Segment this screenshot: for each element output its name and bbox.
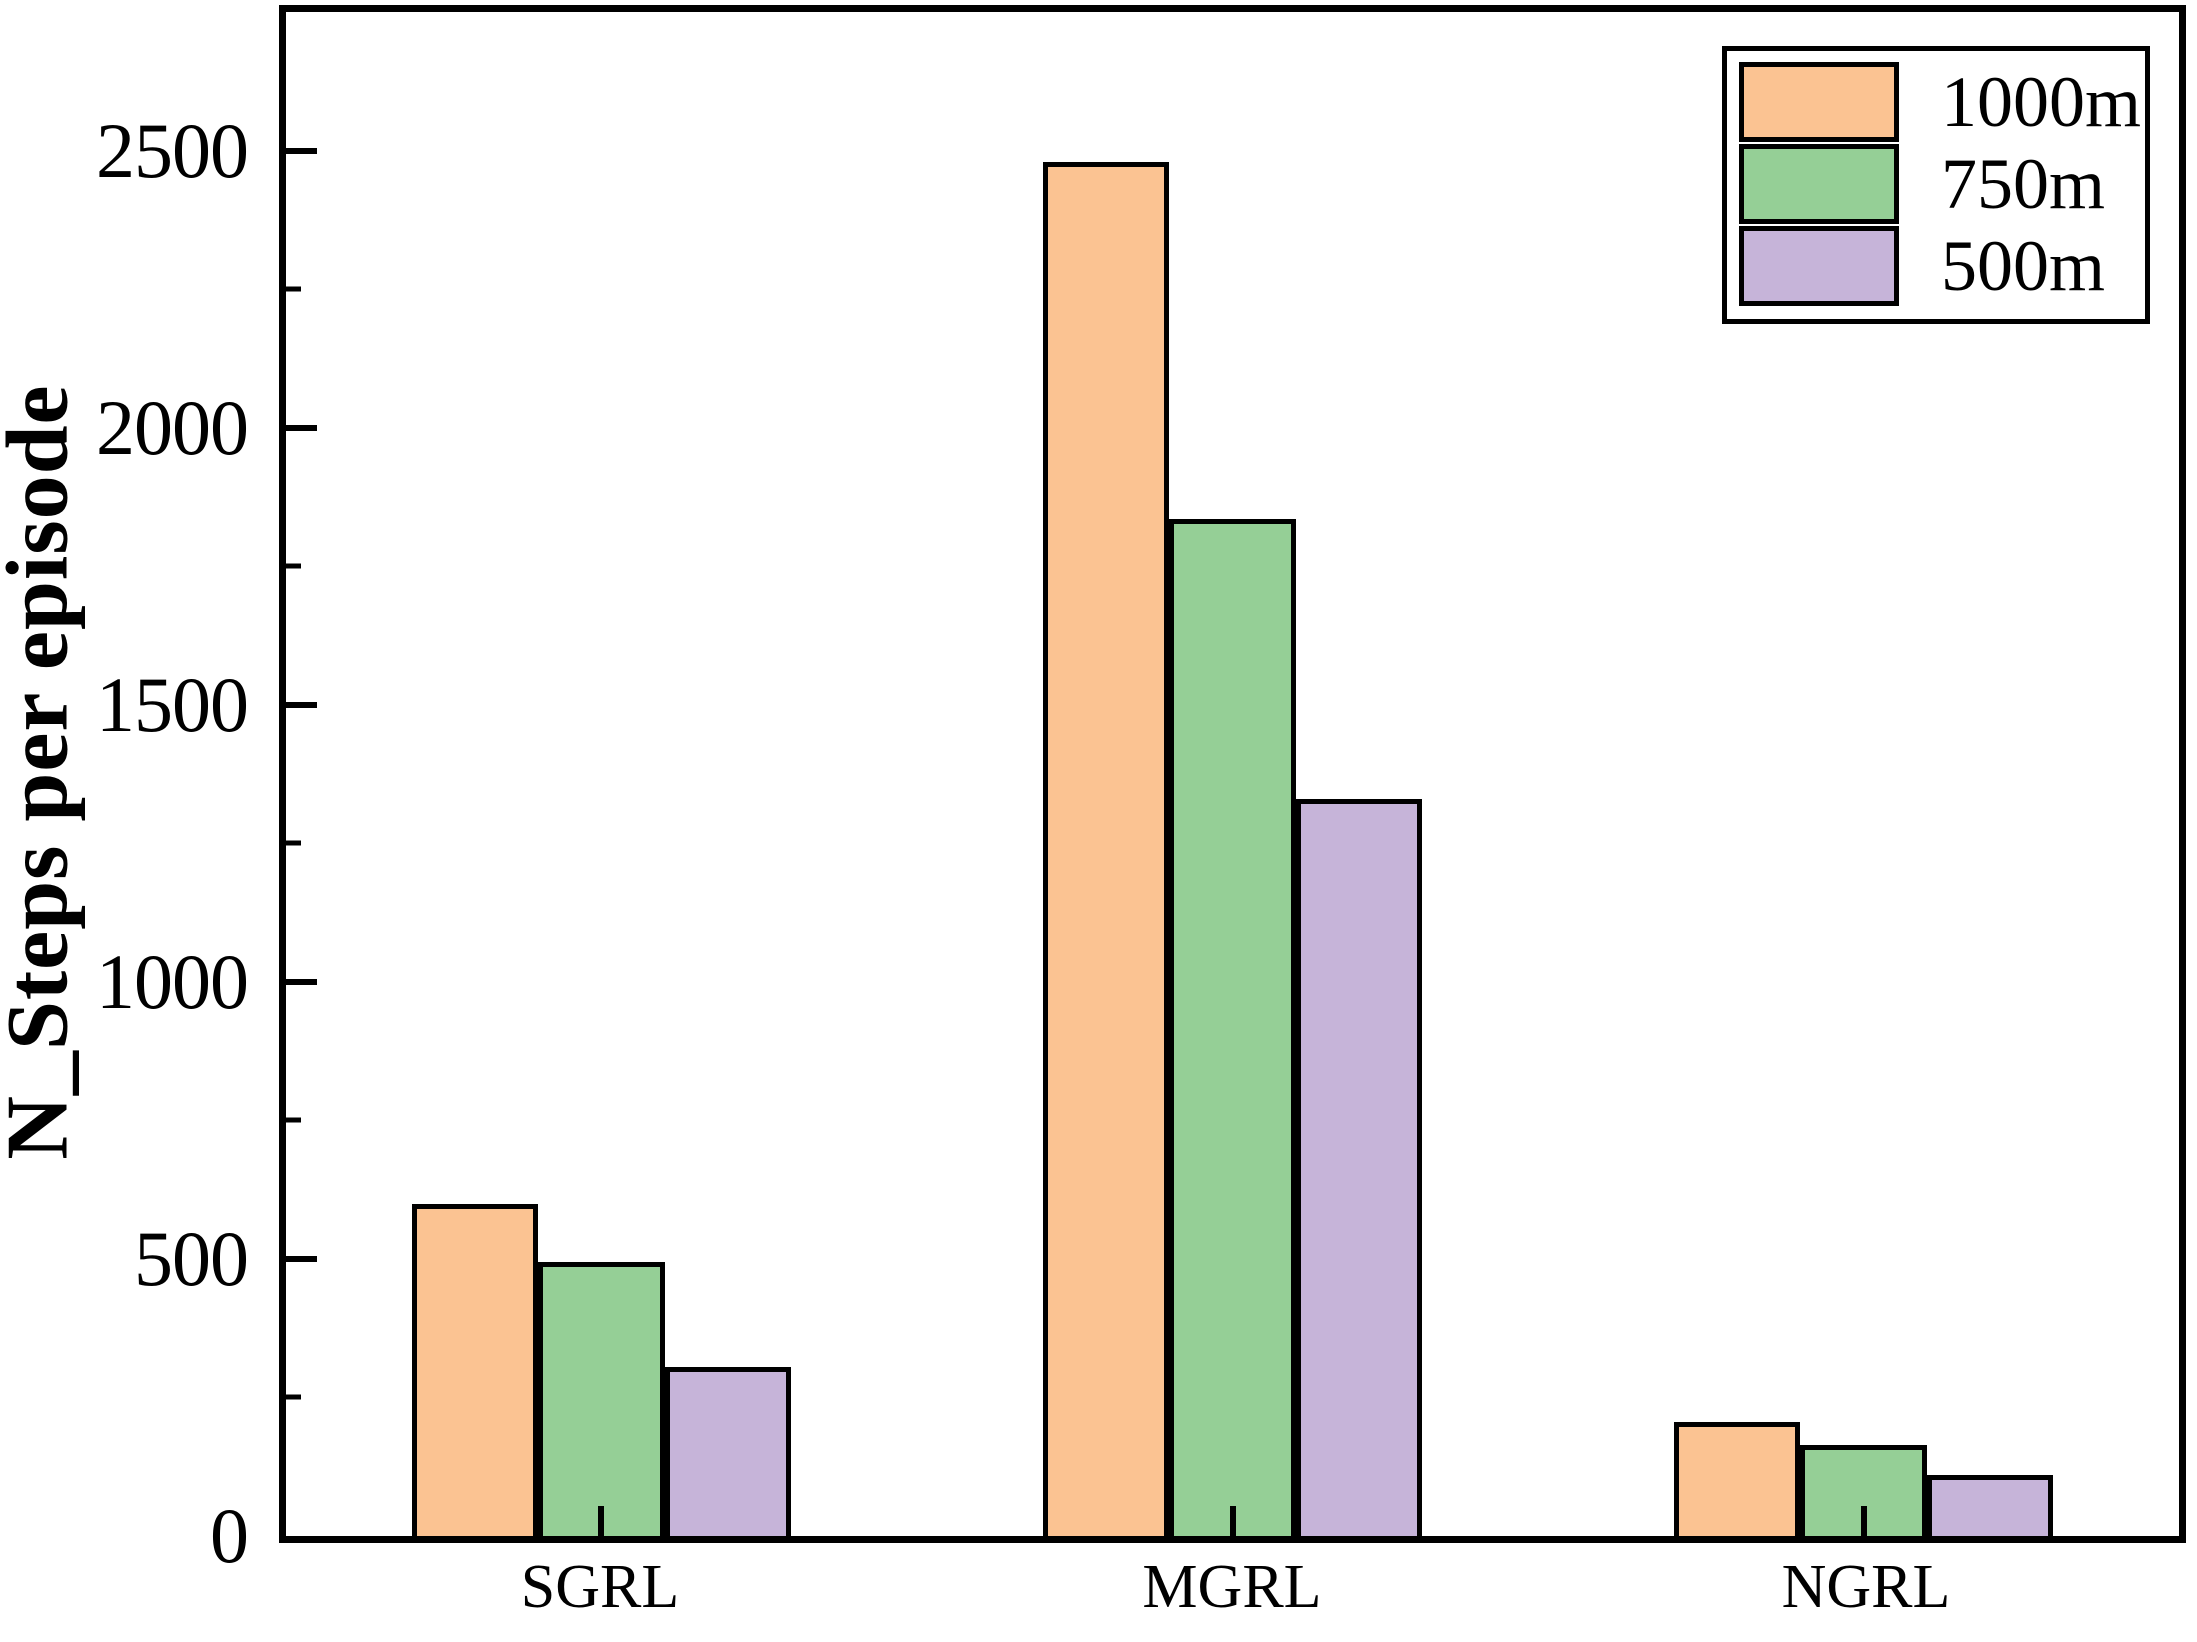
x-category-label-sgrl: SGRL — [520, 1553, 680, 1621]
y-minor-tick-2250 — [286, 286, 301, 292]
y-tick-500 — [286, 1255, 317, 1262]
y-tick-label-2500: 2500 — [96, 106, 249, 194]
y-tick-label-0: 0 — [210, 1492, 249, 1579]
legend-label-1000m: 1000m — [1941, 62, 2142, 142]
x-tick-mgrl — [1229, 1506, 1236, 1536]
bar-500m-mgrl — [1295, 798, 1423, 1536]
x-category-label-ngrl: NGRL — [1781, 1553, 1951, 1621]
y-axis-title: N_Steps per episode — [0, 384, 87, 1160]
x-category-label-mgrl: MGRL — [1142, 1553, 1322, 1621]
y-minor-tick-1250 — [286, 840, 301, 846]
x-tick-sgrl — [598, 1506, 605, 1536]
bar-1000m-ngrl — [1673, 1422, 1801, 1536]
legend-label-500m: 500m — [1941, 226, 2106, 306]
y-tick-1500 — [286, 701, 317, 708]
y-minor-tick-1750 — [286, 563, 301, 569]
legend-item-500m: 500m — [1739, 225, 2145, 307]
bar-500m-sgrl — [664, 1366, 792, 1536]
y-tick-label-2000: 2000 — [96, 383, 249, 471]
y-tick-1000 — [286, 978, 317, 985]
y-minor-tick-750 — [286, 1117, 301, 1123]
legend-swatch-500m — [1739, 226, 1899, 306]
bar-750m-mgrl — [1169, 519, 1296, 1536]
bar-500m-ngrl — [1926, 1475, 2054, 1536]
legend: 1000m 750m 500m — [1722, 46, 2150, 324]
legend-swatch-1000m — [1739, 62, 1899, 142]
y-minor-tick-250 — [286, 1394, 301, 1400]
bar-750m-sgrl — [538, 1261, 665, 1536]
y-tick-2500 — [286, 147, 317, 154]
y-tick-label-1000: 1000 — [96, 937, 249, 1025]
x-tick-ngrl — [1860, 1506, 1867, 1536]
bar-1000m-mgrl — [1042, 161, 1170, 1536]
y-tick-label-500: 500 — [134, 1214, 249, 1302]
y-tick-label-1500: 1500 — [96, 660, 249, 748]
legend-item-750m: 750m — [1739, 143, 2145, 225]
plot-area: 1000m 750m 500m — [279, 5, 2186, 1543]
legend-item-1000m: 1000m — [1739, 61, 2145, 143]
legend-swatch-750m — [1739, 144, 1899, 224]
legend-label-750m: 750m — [1941, 144, 2106, 224]
y-tick-2000 — [286, 424, 317, 431]
bar-1000m-sgrl — [411, 1203, 539, 1536]
